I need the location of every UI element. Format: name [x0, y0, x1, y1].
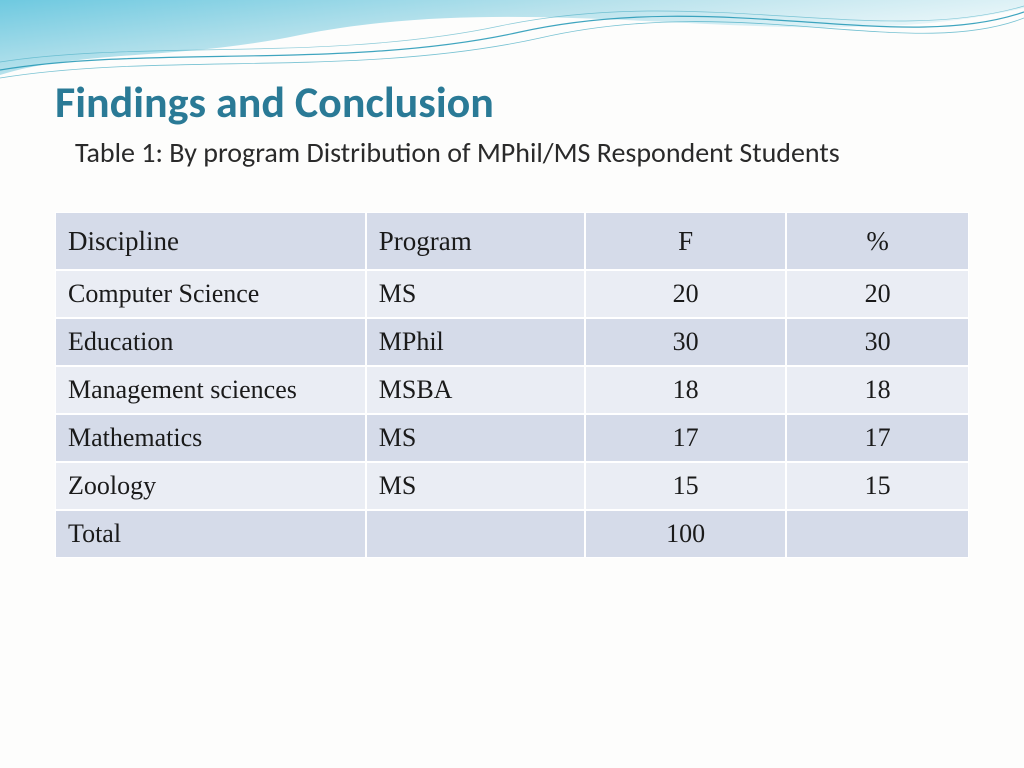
cell-f: 17 — [585, 414, 786, 462]
col-header-f: F — [585, 212, 786, 270]
cell-f: 18 — [585, 366, 786, 414]
cell-percent: 17 — [786, 414, 969, 462]
cell-total-program — [366, 510, 585, 558]
cell-discipline: Management sciences — [55, 366, 366, 414]
cell-total-percent — [786, 510, 969, 558]
table-row: Zoology MS 15 15 — [55, 462, 969, 510]
cell-f: 15 — [585, 462, 786, 510]
col-header-percent: % — [786, 212, 969, 270]
cell-percent: 15 — [786, 462, 969, 510]
cell-total-f: 100 — [585, 510, 786, 558]
col-header-program: Program — [366, 212, 585, 270]
col-header-discipline: Discipline — [55, 212, 366, 270]
cell-percent: 20 — [786, 270, 969, 318]
distribution-table: Discipline Program F % Computer Science … — [55, 212, 969, 558]
cell-discipline: Education — [55, 318, 366, 366]
table-row: Computer Science MS 20 20 — [55, 270, 969, 318]
slide-content: Findings and Conclusion Table 1: By prog… — [0, 0, 1024, 598]
cell-total-label: Total — [55, 510, 366, 558]
cell-f: 20 — [585, 270, 786, 318]
cell-program: MS — [366, 270, 585, 318]
table-header-row: Discipline Program F % — [55, 212, 969, 270]
table-row: Management sciences MSBA 18 18 — [55, 366, 969, 414]
cell-discipline: Zoology — [55, 462, 366, 510]
cell-percent: 18 — [786, 366, 969, 414]
cell-program: MPhil — [366, 318, 585, 366]
cell-f: 30 — [585, 318, 786, 366]
cell-discipline: Mathematics — [55, 414, 366, 462]
cell-percent: 30 — [786, 318, 969, 366]
table-row: Mathematics MS 17 17 — [55, 414, 969, 462]
cell-program: MSBA — [366, 366, 585, 414]
cell-program: MS — [366, 414, 585, 462]
cell-program: MS — [366, 462, 585, 510]
table-caption: Table 1: By program Distribution of MPhi… — [75, 135, 969, 170]
table-total-row: Total 100 — [55, 510, 969, 558]
table-row: Education MPhil 30 30 — [55, 318, 969, 366]
cell-discipline: Computer Science — [55, 270, 366, 318]
slide-title: Findings and Conclusion — [55, 75, 969, 129]
